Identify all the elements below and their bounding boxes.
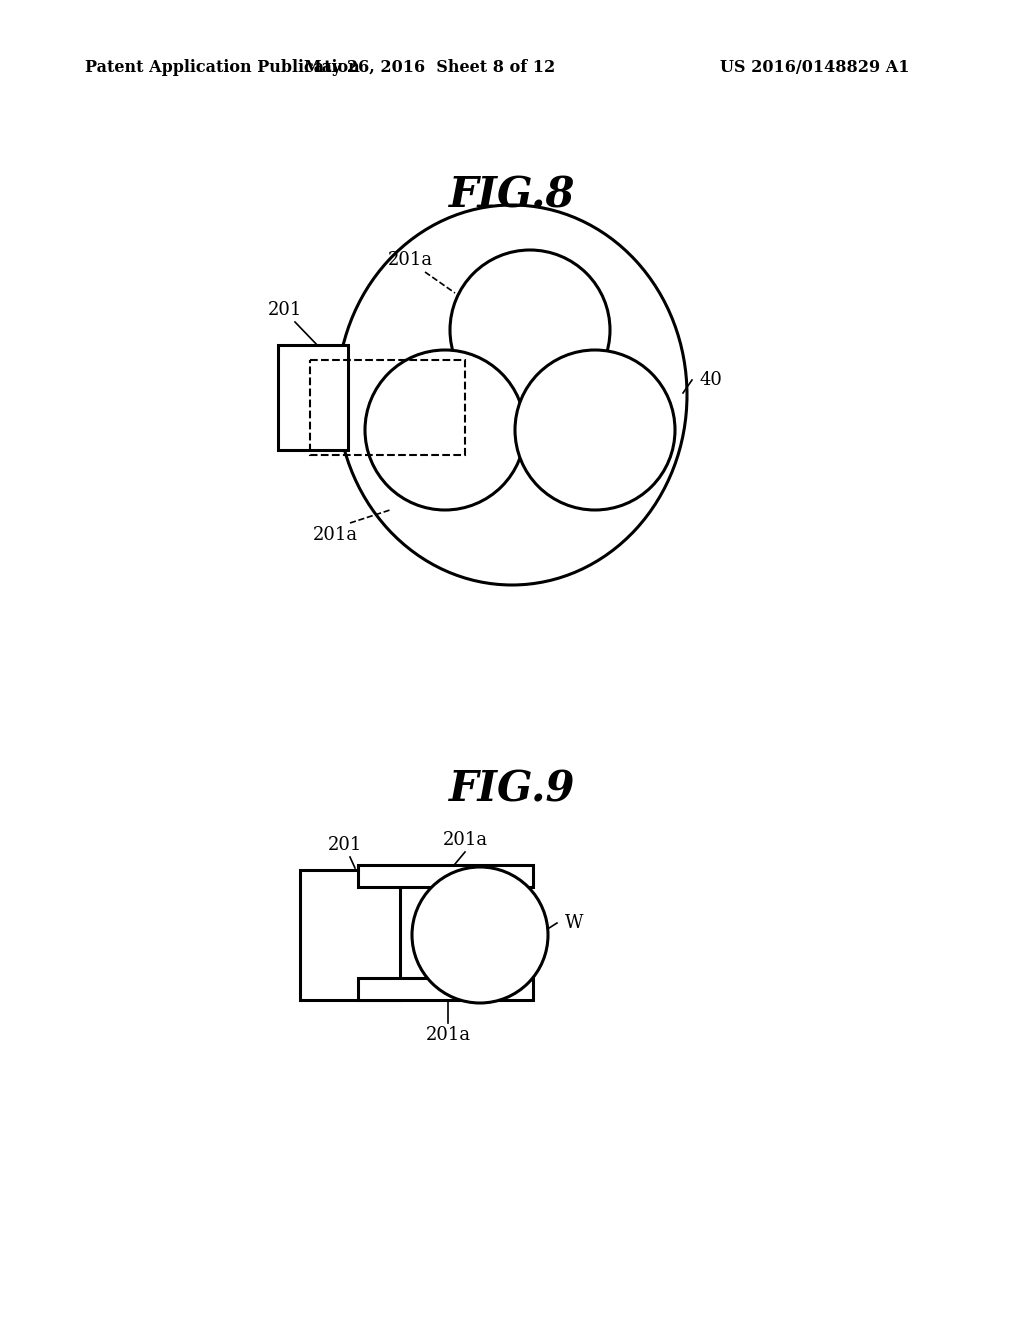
Text: US 2016/0148829 A1: US 2016/0148829 A1 bbox=[720, 59, 909, 77]
Text: 201a: 201a bbox=[387, 251, 432, 269]
Text: FIG.8: FIG.8 bbox=[449, 174, 575, 216]
Text: FIG.9: FIG.9 bbox=[449, 770, 575, 810]
Bar bbox=[358, 865, 534, 887]
Text: 201: 201 bbox=[328, 836, 362, 854]
Text: May 26, 2016  Sheet 8 of 12: May 26, 2016 Sheet 8 of 12 bbox=[304, 59, 556, 77]
Text: 40: 40 bbox=[700, 371, 723, 389]
Ellipse shape bbox=[337, 205, 687, 585]
Text: 201a: 201a bbox=[312, 525, 357, 544]
Bar bbox=[310, 360, 465, 455]
Text: W: W bbox=[565, 913, 584, 932]
Ellipse shape bbox=[365, 350, 525, 510]
Text: Patent Application Publication: Patent Application Publication bbox=[85, 59, 359, 77]
Text: 201a: 201a bbox=[442, 832, 487, 849]
Ellipse shape bbox=[450, 249, 610, 411]
Ellipse shape bbox=[515, 350, 675, 510]
Ellipse shape bbox=[412, 867, 548, 1003]
Bar bbox=[358, 978, 534, 1001]
Text: 201: 201 bbox=[268, 301, 302, 319]
Bar bbox=[278, 345, 348, 450]
Text: 201a: 201a bbox=[425, 1026, 471, 1044]
Bar bbox=[300, 870, 400, 1001]
